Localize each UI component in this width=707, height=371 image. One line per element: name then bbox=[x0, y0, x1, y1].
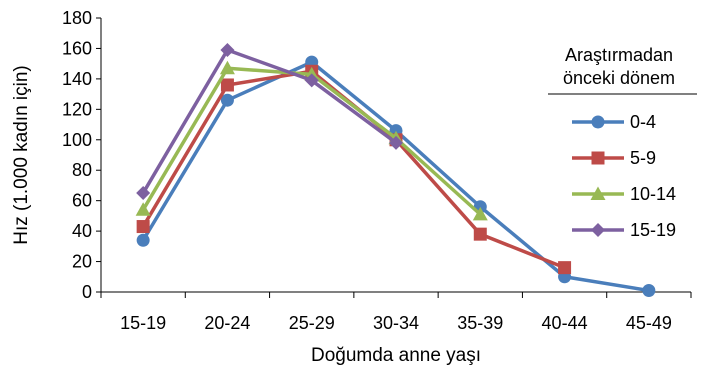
y-tick-label: 100 bbox=[62, 130, 92, 150]
legend-swatch-marker bbox=[590, 186, 606, 200]
x-axis-title: Doğumda anne yaşı bbox=[311, 345, 481, 366]
data-point bbox=[304, 73, 319, 88]
data-point bbox=[136, 186, 151, 201]
data-point bbox=[220, 42, 235, 57]
legend-title-line-2: önceki dönem bbox=[563, 68, 675, 88]
y-tick-label: 160 bbox=[62, 38, 92, 58]
y-ticks: 0 20 40 60 80 100 120 140 160 180 bbox=[62, 8, 101, 302]
x-ticks: 15-19 20-24 25-29 30-34 35-39 40-44 45-49 bbox=[100, 292, 692, 333]
y-tick-label: 120 bbox=[62, 99, 92, 119]
data-point bbox=[472, 206, 488, 221]
x-tick-label: 20-24 bbox=[204, 313, 250, 333]
legend-item-10-14: 10-14 bbox=[572, 184, 676, 204]
data-point bbox=[220, 93, 234, 107]
x-tick-label: 25-29 bbox=[289, 313, 335, 333]
y-tick-label: 60 bbox=[72, 191, 92, 211]
data-point bbox=[473, 227, 487, 241]
x-tick-label: 15-19 bbox=[120, 313, 166, 333]
series-15-19 bbox=[136, 42, 403, 201]
legend-title-line-1: Araştırmadan bbox=[565, 45, 673, 65]
legend-item-15-19: 15-19 bbox=[572, 220, 676, 240]
y-tick-label: 20 bbox=[72, 252, 92, 272]
legend-swatch-marker bbox=[591, 151, 605, 165]
y-tick-label: 80 bbox=[72, 160, 92, 180]
x-tick-label: 35-39 bbox=[457, 313, 503, 333]
legend-item-0-4: 0-4 bbox=[572, 112, 656, 132]
legend-label: 15-19 bbox=[630, 220, 676, 240]
legend-swatch-marker bbox=[591, 115, 605, 129]
data-point bbox=[389, 135, 403, 150]
data-point bbox=[642, 283, 656, 297]
axes bbox=[100, 18, 691, 293]
series-line bbox=[141, 48, 398, 194]
data-point bbox=[220, 78, 234, 92]
legend-items: 0-4 5-9 10-14 15-19 bbox=[572, 112, 676, 240]
x-tick-label: 40-44 bbox=[542, 313, 588, 333]
data-point bbox=[558, 261, 572, 275]
legend: Araştırmadan önceki dönem 0-4 5-9 10-14 15-… bbox=[548, 45, 697, 240]
legend-label: 5-9 bbox=[630, 148, 656, 168]
y-tick-label: 140 bbox=[62, 69, 92, 89]
data-point bbox=[135, 202, 151, 216]
legend-label: 10-14 bbox=[630, 184, 676, 204]
legend-item-5-9: 5-9 bbox=[572, 148, 656, 168]
y-tick-label: 0 bbox=[82, 282, 92, 302]
y-tick-label: 40 bbox=[72, 221, 92, 241]
data-point bbox=[136, 220, 150, 234]
x-tick-label: 45-49 bbox=[626, 313, 672, 333]
data-point bbox=[136, 233, 150, 247]
legend-label: 0-4 bbox=[630, 112, 656, 132]
y-axis-title: Hız (1.000 kadın için) bbox=[11, 65, 32, 245]
data-point bbox=[219, 60, 235, 75]
x-tick-label: 30-34 bbox=[373, 313, 419, 333]
legend-swatch-marker bbox=[591, 223, 605, 237]
y-tick-label: 180 bbox=[62, 8, 92, 28]
series-layer bbox=[135, 42, 656, 297]
